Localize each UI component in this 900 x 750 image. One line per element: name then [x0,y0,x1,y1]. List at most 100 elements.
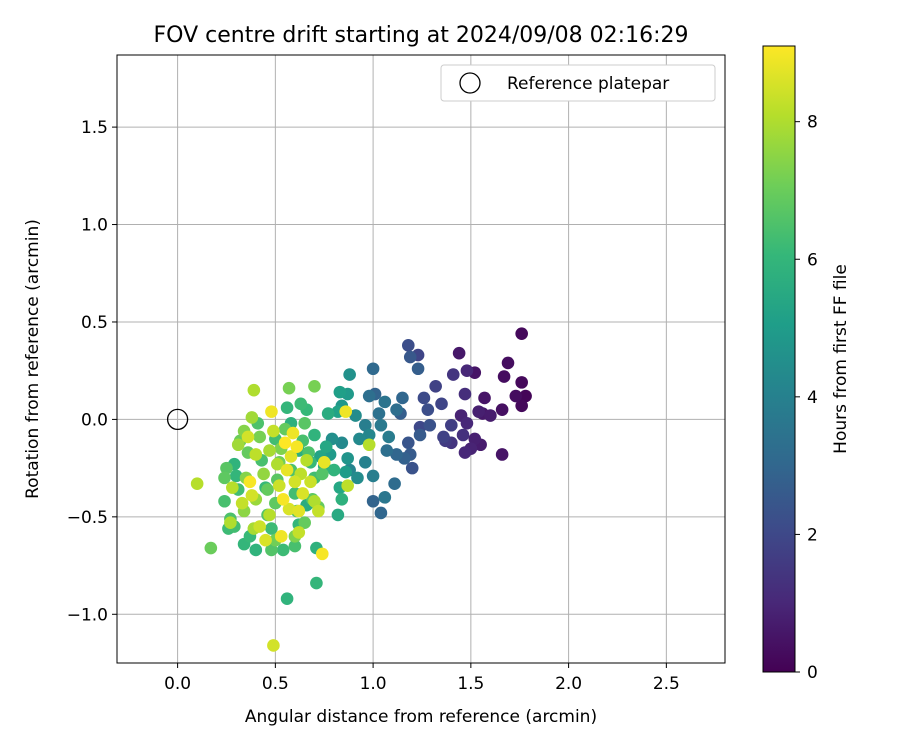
data-point [304,475,317,489]
y-tick-label: 1.5 [81,118,108,138]
colorbar-tick-label: 2 [807,525,818,545]
data-point [249,543,263,557]
data-point [267,424,280,438]
data-point [396,391,409,405]
data-point [366,362,380,376]
data-point [378,395,392,409]
data-point [331,508,345,522]
data-point [343,368,356,381]
data-point [335,493,349,506]
x-tick-label: 1.0 [360,674,387,694]
data-point [280,463,294,477]
data-point [468,432,482,446]
data-point [245,411,259,424]
data-point [390,403,403,416]
data-point [484,409,497,422]
colorbar [762,45,796,673]
data-point [220,461,233,475]
data-point [265,543,278,557]
data-point [218,471,231,485]
y-tick-label: 1.0 [81,216,108,236]
data-point [437,430,450,444]
data-point [231,438,245,452]
data-point [243,475,257,489]
legend: Reference platepar [440,64,716,102]
data-point [274,530,288,543]
data-point [317,455,331,469]
data-point [339,405,353,418]
data-point [296,487,310,500]
data-point [380,444,394,457]
data-point [495,403,509,416]
chart-title: FOV centre drift starting at 2024/09/08 … [154,23,689,48]
data-point [519,389,532,403]
data-point [308,494,321,508]
data-point [282,502,296,516]
legend-open-circle-marker [459,72,481,94]
data-point [335,436,349,450]
grid [117,55,725,663]
data-point [351,471,364,485]
data-point [249,448,263,461]
x-axis-label: Angular distance from reference (arcmin) [245,707,597,727]
x-tick-label: 1.5 [457,674,484,694]
data-point [458,446,472,459]
data-point [390,448,403,461]
data-point [253,430,267,444]
data-point [353,432,366,446]
data-point [284,450,298,463]
data-point [298,417,311,430]
data-point [315,547,329,561]
data-point [515,376,528,389]
data-point [458,387,472,401]
data-point [321,407,335,420]
data-point [446,368,460,381]
data-point [341,452,354,465]
data-point [259,533,272,547]
data-point [421,403,435,416]
data-point [229,469,243,483]
x-axis-ticks: 0.0 0.5 1.0 1.5 2.0 2.5 [164,663,680,694]
data-point [435,397,448,411]
data-point [276,543,290,557]
data-point [417,391,431,405]
data-point [265,522,278,535]
data-point [378,491,392,504]
data-point [263,508,276,522]
data-point [472,405,485,418]
x-tick-label: 2.5 [653,674,680,694]
plot-frame [116,54,726,664]
data-point [341,479,354,492]
colorbar-label: Hours from first FF file [831,264,851,454]
scatter-points [190,327,532,652]
data-point [247,383,261,397]
y-tick-label: −1.0 [67,605,108,625]
data-point [308,379,321,393]
data-point [286,426,300,440]
data-point [362,428,376,442]
data-point [339,465,353,479]
data-point [445,418,458,432]
reference-platepar-marker [166,408,189,431]
data-point [401,436,415,450]
x-tick-label: 0.0 [164,674,191,694]
colorbar-tick-label: 4 [807,388,818,408]
data-point [333,385,347,399]
data-point [456,428,470,442]
data-point [509,389,523,403]
data-point [218,494,231,508]
data-point [253,520,267,533]
data-point [282,381,296,395]
data-point [310,576,323,590]
data-point [366,469,380,483]
data-point [452,346,466,360]
data-point [515,399,528,413]
colorbar-tick-label: 6 [807,250,818,270]
y-tick-label: −0.5 [67,508,108,528]
x-tick-label: 2.0 [555,674,582,694]
data-point [327,463,341,477]
data-point [261,483,274,496]
data-point [495,448,509,461]
data-point [292,526,306,539]
data-point [411,362,425,376]
